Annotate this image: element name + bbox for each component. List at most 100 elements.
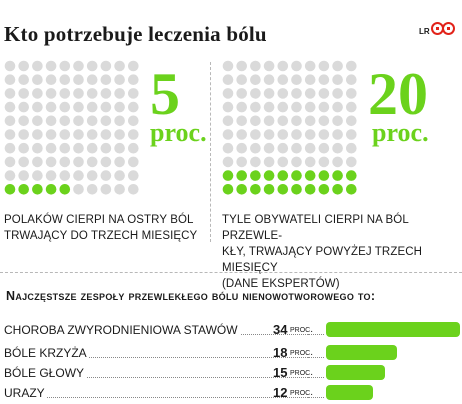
grid-right-dot [236,88,247,99]
grid-right-dot [318,115,330,127]
leader-line [308,397,324,398]
grid-left-dot [73,129,84,140]
grid-right-dot [222,88,234,99]
grid-right-dot [346,88,357,99]
grid-left-dot [86,101,98,113]
grid-left-dot [86,184,98,195]
grid-right-dot [263,142,275,154]
grid-right-dot [250,88,261,99]
bar-value-label: 15 [273,365,288,380]
grid-left-dot [128,142,139,154]
grid-left-dot [4,74,16,85]
bar-unit-label: proc. [290,367,314,378]
grid-right-dot [250,60,261,72]
grid-left-dot [59,88,71,99]
leader-line [4,377,314,378]
bar-row: Urazy 12 proc. [4,385,460,401]
grid-right-dot [346,129,357,140]
grid-right-dot [222,142,234,154]
grid-right-dot-highlighted [236,184,247,195]
grid-left-dot [128,170,139,181]
grid-left-dot [45,115,57,127]
grid-left-dot-highlighted [18,184,29,195]
grid-right-dot [318,101,330,113]
grid-left-dot [128,88,139,99]
grid-right-dot [291,60,302,72]
grid-left-dot [4,142,16,154]
grid-right-dot [222,74,234,85]
grid-right-dot [277,60,289,72]
grid-right-dot-highlighted [304,184,316,195]
grid-left-dot [45,74,57,85]
grid-right-dot [346,156,357,168]
grid-left-dot [114,129,125,140]
grid-left-dot-highlighted [32,184,43,195]
grid-right-dot [250,101,261,113]
grid-right-dot [236,101,247,113]
grid-right-dot-highlighted [318,184,330,195]
grid-right-dot [291,142,302,154]
grid-right-dot [277,129,289,140]
grid-right-dot [346,74,357,85]
grid-right-dot [304,60,316,72]
grid-right-dot [222,156,234,168]
grid-left-dot [32,74,43,85]
grid-right-dot [346,115,357,127]
grid-right-dot [291,129,302,140]
grid-left-dot [18,156,29,168]
leader-line [308,377,324,378]
grid-right-dot [222,129,234,140]
grid-left-dot [45,170,57,181]
stat-left-value: 5 [150,61,180,127]
grid-right-dot-highlighted [332,184,343,195]
bar [326,365,386,380]
note-right-line-2: kły, trwający powyżej trzech miesięcy [222,246,423,274]
grid-right-dot [332,115,343,127]
grid-right-dot [318,74,330,85]
grid-left-dot [32,88,43,99]
grid-left-dot [4,60,16,72]
grid-left-dot [73,60,84,72]
grid-left-dot [32,170,43,181]
grid-left-dot [45,60,57,72]
grid-left-dot [45,142,57,154]
grid-right-dot [318,142,330,154]
grid-left-dot [32,115,43,127]
grid-left-dot-highlighted [4,184,16,195]
grid-left-dot [59,142,71,154]
grid-left-dot-highlighted [45,184,57,195]
leader-line [308,357,324,358]
grid-left-dot [4,101,16,113]
grid-left-dot [59,170,71,181]
grid-left-dot [114,156,125,168]
grid-right-dot-highlighted [263,184,275,195]
grid-left-dot [18,129,29,140]
grid-right-dot-highlighted [263,170,275,181]
grid-left-dot [114,142,125,154]
grid-left-dot [114,115,125,127]
grid-right-dot [304,129,316,140]
grid-right-dot [277,115,289,127]
grid-left-dot [32,129,43,140]
bar-chart-title: Najczęstsze zespoły przewlekłego bólu ni… [6,289,376,303]
grid-right-dot [263,88,275,99]
grid-right-dot [291,156,302,168]
grid-left-dot [59,101,71,113]
grid-right-dot [222,101,234,113]
grid-left-dot [128,156,139,168]
stat-right-value: 20 [368,61,428,127]
grid-left-dot [32,142,43,154]
grid-left-dot [114,88,125,99]
grid-right-dot [263,101,275,113]
leader-line [308,334,324,335]
logo-icon [431,22,455,35]
dot-grid-right-svg [222,60,357,195]
grid-left-dot [128,74,139,85]
grid-left-dot [73,142,84,154]
grid-right-dot [304,156,316,168]
grid-left-dot [73,74,84,85]
vertical-divider [210,62,211,242]
grid-right-dot-highlighted [222,170,234,181]
grid-left-dot [4,156,16,168]
grid-left-dot [114,60,125,72]
